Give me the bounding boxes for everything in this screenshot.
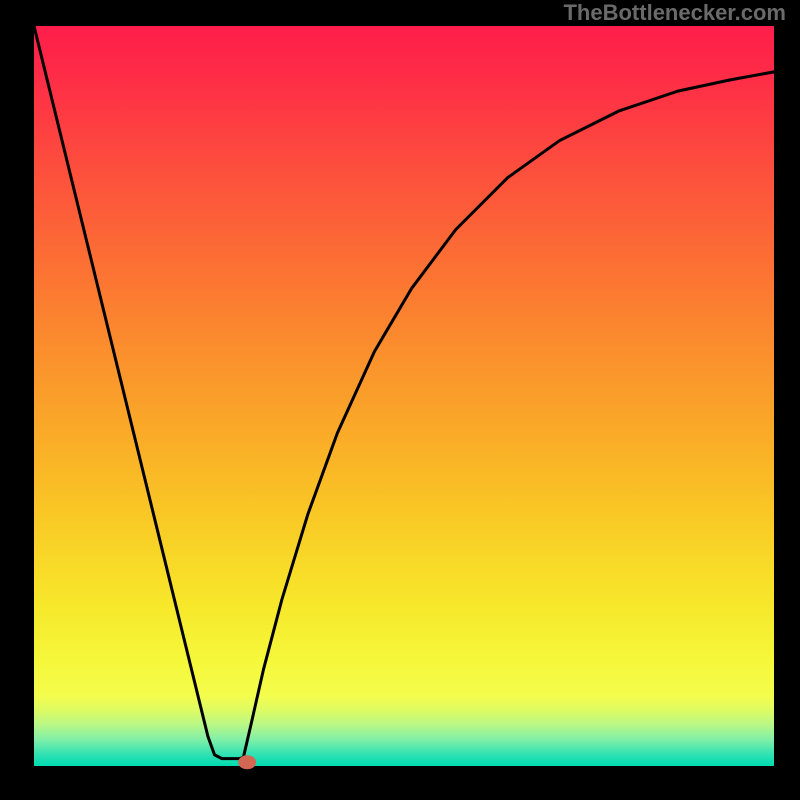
minimum-marker [238, 755, 256, 769]
chart-svg [0, 0, 800, 800]
plot-background [34, 26, 774, 766]
chart-container: TheBottlenecker.com [0, 0, 800, 800]
watermark-text: TheBottlenecker.com [563, 0, 786, 26]
